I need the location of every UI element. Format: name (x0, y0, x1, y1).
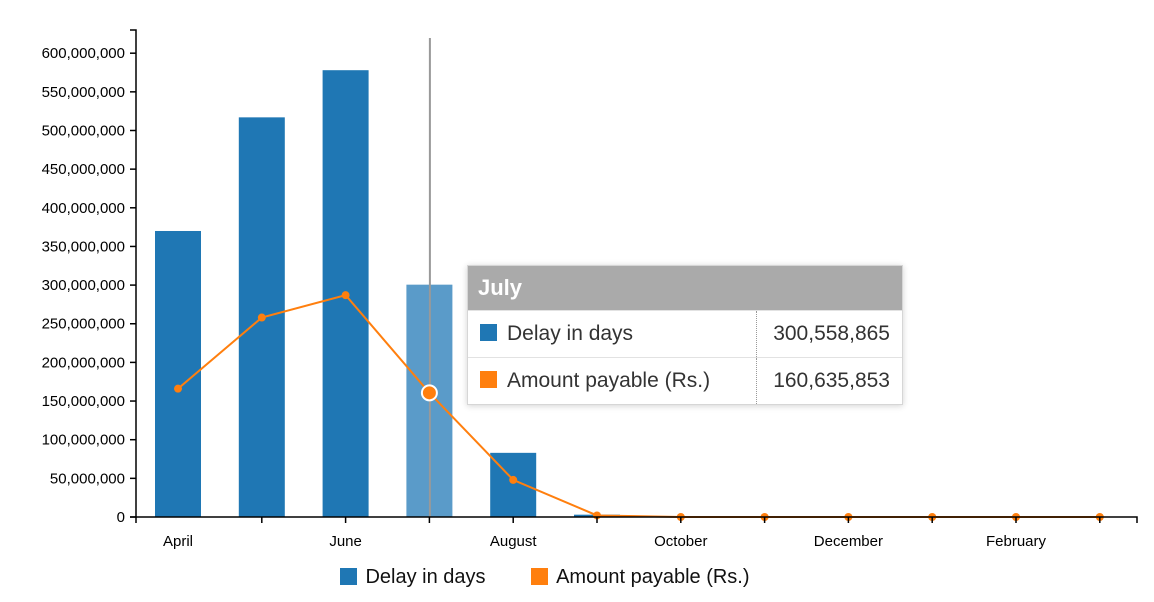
legend-label: Amount payable (Rs.) (556, 566, 750, 588)
legend-label: Delay in days (365, 566, 486, 588)
point-august[interactable] (509, 475, 518, 484)
x-tick-label: August (490, 533, 538, 550)
x-tick-label: June (329, 533, 362, 550)
tooltip-value: 160,635,853 (756, 357, 902, 404)
y-tick-label: 600,000,000 (42, 45, 125, 62)
tooltip-value: 300,558,865 (756, 310, 902, 358)
y-tick-label: 0 (117, 509, 125, 526)
tooltip-row-amount: Amount payable (Rs.) 160,635,853 (468, 357, 902, 404)
y-tick-label: 300,000,000 (42, 277, 125, 294)
point-june[interactable] (341, 291, 350, 300)
x-axis: April June August October December February (135, 516, 1138, 550)
y-tick-label: 100,000,000 (42, 432, 125, 449)
chart-tooltip: July Delay in days 300,558,865 Amount pa… (467, 265, 903, 405)
x-tick-label: February (986, 533, 1047, 550)
tooltip-swatch-amount (480, 371, 497, 388)
chart-legend: Delay in days Amount payable (Rs.) (0, 566, 1090, 589)
y-axis-line (130, 29, 137, 518)
tooltip-swatch-delay (480, 324, 497, 341)
tooltip-row-delay: Delay in days 300,558,865 (468, 310, 902, 358)
y-tick-label: 500,000,000 (42, 122, 125, 139)
legend-swatch (340, 568, 358, 585)
y-tick-label: 50,000,000 (50, 470, 125, 487)
legend-item-delay-in-days[interactable]: Delay in days (340, 566, 486, 589)
tooltip-series-name: Delay in days (507, 322, 634, 345)
legend-swatch (531, 568, 549, 585)
point-may[interactable] (257, 313, 266, 322)
x-tick-label: December (814, 533, 883, 550)
y-tick-label: 350,000,000 (42, 238, 125, 255)
y-tick-label: 250,000,000 (42, 316, 125, 333)
x-tick-label: April (163, 533, 193, 550)
y-tick-label: 150,000,000 (42, 393, 125, 410)
tooltip-table: Delay in days 300,558,865 Amount payable… (468, 310, 902, 404)
x-tick-label: October (654, 533, 707, 550)
x-axis-line (135, 516, 1138, 523)
y-tick-label: 200,000,000 (42, 354, 125, 371)
y-tick-label: 450,000,000 (42, 161, 125, 178)
point-april[interactable] (174, 384, 182, 393)
point-july[interactable] (420, 384, 438, 402)
tooltip-title: July (468, 266, 902, 310)
legend-item-amount-payable[interactable]: Amount payable (Rs.) (531, 566, 750, 589)
y-axis: 0 50,000,000 100,000,000 150,000,000 200,000… (42, 29, 137, 526)
tooltip-series-name: Amount payable (Rs.) (507, 369, 711, 392)
y-tick-label: 550,000,000 (42, 84, 125, 101)
bar-april[interactable] (155, 230, 201, 517)
y-tick-label: 400,000,000 (42, 200, 125, 217)
